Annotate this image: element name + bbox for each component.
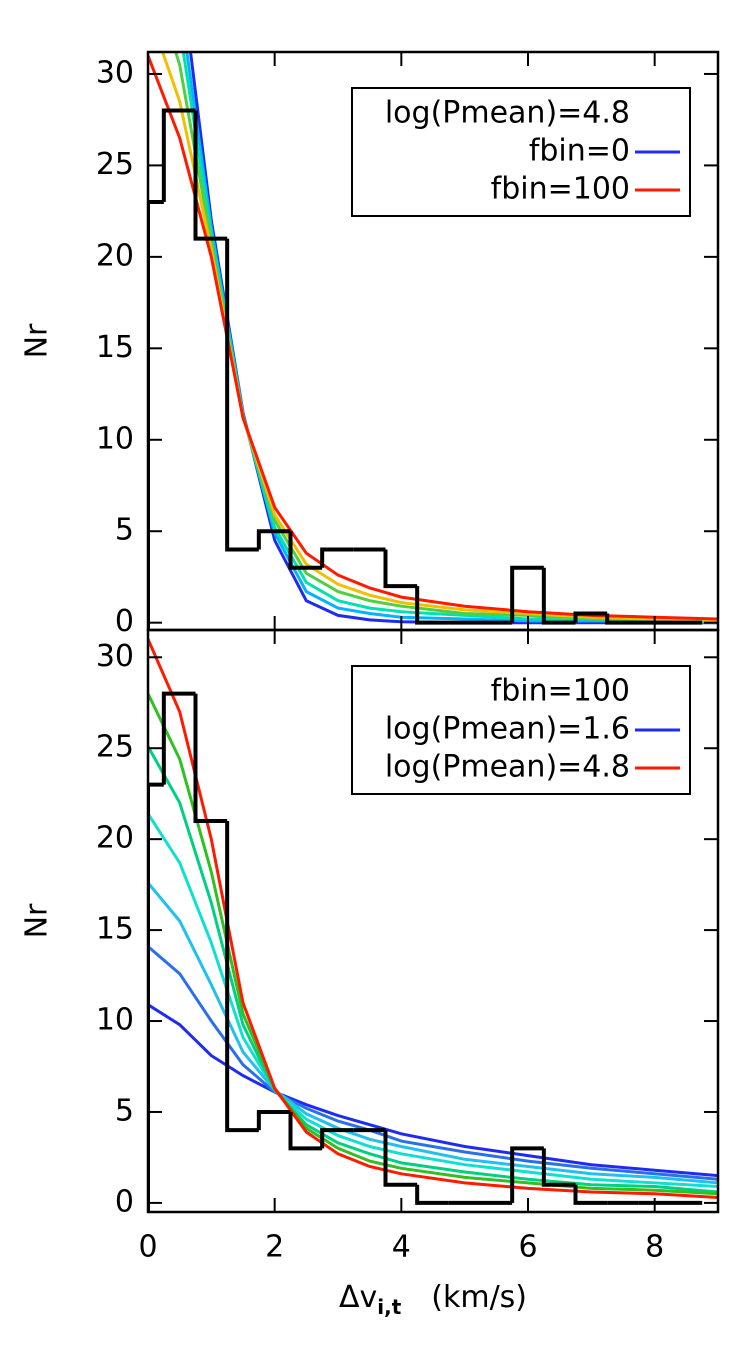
legend-label: fbin=0 [529, 134, 630, 169]
x-axis-label: Δvi,t (km/s) [339, 1280, 527, 1319]
x-tick-label: 4 [392, 1230, 411, 1265]
plot-area [148, 52, 718, 630]
model-curve [148, 693, 718, 1196]
histogram-step [161, 691, 196, 785]
y-tick-label: 25 [96, 730, 134, 765]
model-curve [148, 812, 718, 1188]
histogram-step [510, 565, 544, 623]
histogram-step [225, 238, 259, 552]
y-tick-label: 10 [96, 1003, 134, 1038]
y-tick-label: 20 [96, 238, 134, 273]
x-axis-label-unit: (km/s) [431, 1280, 527, 1315]
legend-label: fbin=100 [491, 172, 630, 207]
model-curve [148, 638, 718, 1199]
histogram-step [320, 1128, 354, 1149]
y-tick-label: 25 [96, 147, 134, 182]
legend-title: fbin=100 [491, 674, 630, 709]
model-curve [148, 1003, 718, 1178]
model-curve [148, 945, 718, 1181]
model-curve [148, 881, 718, 1185]
legend-label: log(Pmean)=1.6 [385, 712, 630, 747]
y-tick-label: 0 [115, 1184, 134, 1219]
y-tick-label: 5 [115, 1093, 134, 1128]
histogram-step [193, 693, 228, 823]
histogram-step [383, 1130, 418, 1187]
y-axis-label: Nr [20, 903, 55, 938]
histogram-step [541, 1148, 576, 1187]
histogram-step [256, 529, 291, 550]
x-tick-label: 6 [518, 1230, 537, 1265]
y-tick-label: 5 [115, 513, 134, 548]
model-curve [148, 745, 718, 1194]
histogram-step [510, 1146, 544, 1203]
legend-box [351, 665, 691, 795]
histogram-step [415, 586, 449, 625]
legend-title: log(Pmean)=4.8 [385, 96, 630, 131]
x-tick-label: 2 [265, 1230, 284, 1265]
histogram-step [288, 531, 323, 570]
y-tick-label: 30 [96, 639, 134, 674]
legend-box [351, 87, 691, 217]
y-tick-label: 15 [96, 330, 134, 365]
histogram-step [573, 1184, 608, 1205]
y-tick-label: 20 [96, 821, 134, 856]
histogram-step [225, 820, 259, 1133]
plot-area [148, 638, 718, 1212]
histogram-step [161, 108, 196, 202]
axes-frame [146, 628, 720, 1214]
y-axis-label: Nr [20, 323, 55, 358]
histogram-step [383, 549, 418, 589]
histogram-step [148, 782, 164, 1212]
histogram-step [541, 567, 576, 625]
y-tick-label: 10 [96, 421, 134, 456]
x-axis-label-main: Δv [339, 1280, 377, 1315]
y-tick-label: 15 [96, 912, 134, 947]
histogram-step [320, 547, 354, 568]
y-tick-label: 0 [115, 604, 134, 639]
legend-label: log(Pmean)=4.8 [385, 750, 630, 785]
histogram-step [573, 611, 608, 623]
x-tick-label: 8 [645, 1230, 664, 1265]
histogram-step [193, 110, 228, 241]
x-axis-label-sub: i,t [377, 1295, 401, 1319]
histogram-step [605, 613, 639, 625]
y-tick-label: 30 [96, 55, 134, 90]
histogram-step [415, 1184, 449, 1205]
histogram-step [288, 1111, 323, 1151]
histogram-step [148, 199, 164, 630]
x-tick-label: 0 [138, 1230, 157, 1265]
histogram-step [256, 1109, 291, 1131]
